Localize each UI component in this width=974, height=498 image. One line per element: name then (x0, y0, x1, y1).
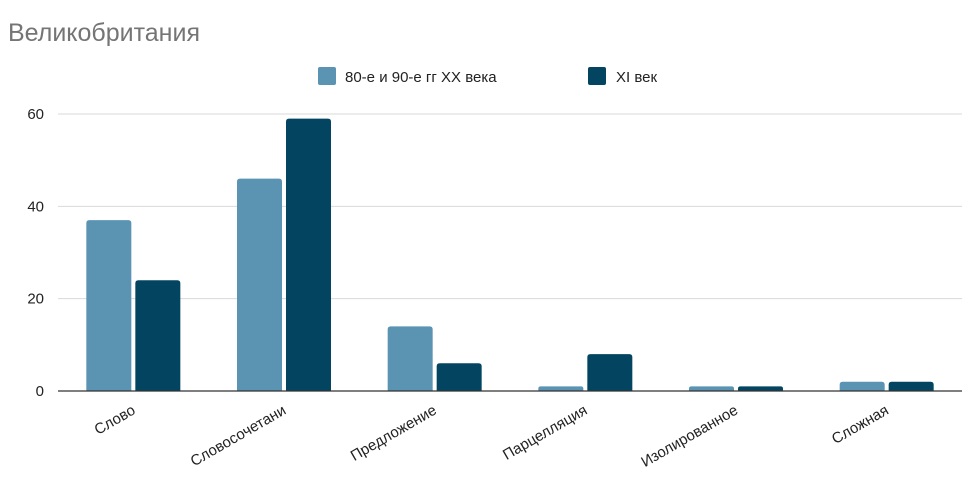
x-category-label: Слово (92, 402, 139, 439)
y-tick-label: 60 (27, 106, 44, 123)
bar-series-1-4 (689, 386, 734, 391)
y-tick-label: 0 (36, 383, 44, 400)
bar-series-2-1 (286, 118, 331, 391)
y-tick-label: 40 (27, 198, 44, 215)
bar-series-2-0 (135, 280, 181, 391)
x-category-label: Предложение (348, 402, 440, 465)
y-tick-label: 20 (27, 291, 44, 308)
bar-series-2-3 (587, 354, 633, 391)
x-category-label: Словосочетани (188, 402, 289, 470)
chart-title: Великобритания (8, 19, 200, 47)
x-category-label: Сложная (829, 402, 892, 448)
bar-series-1-1 (237, 178, 282, 391)
bar-series-1-0 (86, 220, 132, 391)
bar-series-1-3 (538, 386, 584, 391)
x-axis-category-labels: Слово Словосочетани Предложение Парцелляция… (92, 402, 892, 471)
grid (58, 113, 962, 300)
x-category-label: Парцелляция (500, 402, 590, 464)
legend-label-series-1: 80-е и 90-е гг XX века (345, 69, 497, 86)
bar-series-1-2 (387, 326, 433, 391)
bar-series-2-5 (888, 381, 934, 391)
bar-series-2-4 (738, 386, 783, 391)
y-axis-ticks: 0 20 40 60 (27, 106, 44, 400)
legend-swatch-series-2 (588, 67, 606, 85)
bars (86, 118, 934, 391)
legend-swatch-series-1 (318, 67, 336, 85)
legend-label-series-2: XI век (616, 69, 657, 86)
bar-series-1-5 (839, 381, 885, 391)
legend: 80-е и 90-е гг XX века XI век (318, 67, 657, 86)
bar-series-2-2 (436, 363, 482, 391)
x-category-label: Изолированное (638, 402, 741, 471)
